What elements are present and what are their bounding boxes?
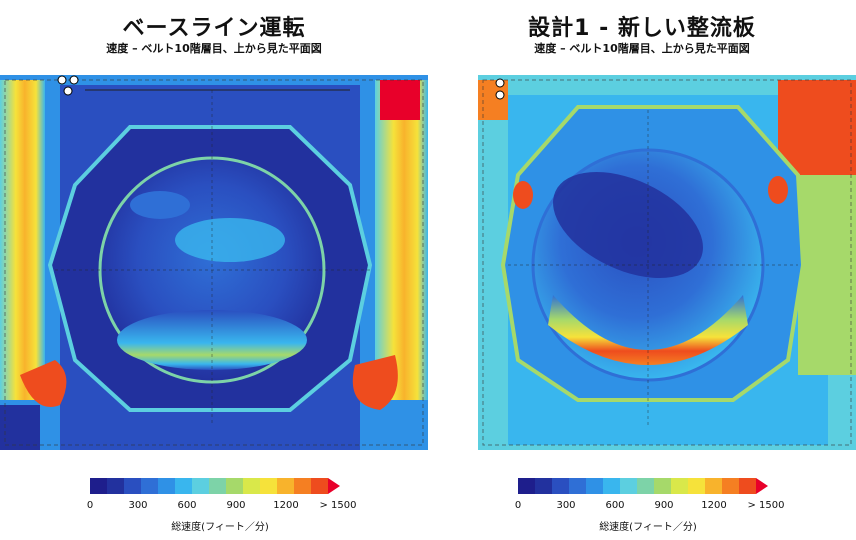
legend-tick: 0 [86,500,94,511]
left-side-jet [0,80,45,400]
legend-tick: 600 [605,500,625,511]
panel-subtitle: 速度 – ベルト10階層目、上から見た平面図 [534,42,750,55]
panel-title: ベースライン運転 [122,16,306,41]
legend-tick: > 1500 [319,500,357,511]
baseline-velocity-contour [0,75,428,450]
legend-label: 総速度(フィート／分) [171,522,269,533]
legend-tick: 300 [556,500,576,511]
legend-tick: 600 [177,500,197,511]
legend-tick: 900 [654,500,674,511]
baseline-panel: ベースライン運転 速度 – ベルト10階層目、上から見た平面図 [0,16,428,533]
legend-tick: > 1500 [747,500,785,511]
right-side-jet [375,80,428,400]
legend-tick: 1200 [701,500,727,511]
legend-ticks: 0 300 600 900 1200 > 1500 [514,500,798,514]
design1-panel: 設計1 - 新しい整流板 速度 – ベルト10階層目、上から見た平面図 [428,0,856,540]
velocity-legend: 0 300 600 900 1200 > 1500 総速度(フィート／分) [514,478,798,533]
legend-tick: 900 [226,500,246,511]
legend-tick: 1200 [273,500,299,511]
legend-label: 総速度(フィート／分) [599,522,697,533]
legend-tick: 300 [128,500,148,511]
legend-ticks: 0 300 600 900 1200 > 1500 [86,500,370,514]
panel-subtitle: 速度 – ベルト10階層目、上から見た平面図 [106,42,322,55]
legend-arrow-icon [328,478,340,494]
legend-tick: 0 [514,500,522,511]
legend-color-bar [518,478,798,494]
panel-title: 設計1 - 新しい整流板 [528,16,756,41]
legend-arrow-icon [756,478,768,494]
design1-velocity-contour [478,75,856,450]
legend-color-bar [90,478,370,494]
velocity-legend: 0 300 600 900 1200 > 1500 総速度(フィート／分) [86,478,370,533]
